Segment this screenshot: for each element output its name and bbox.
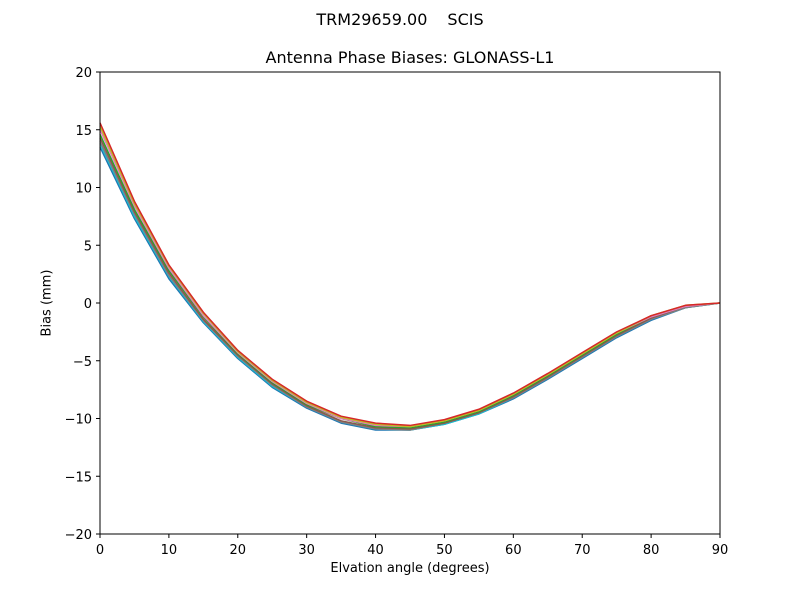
chart-title: Antenna Phase Biases: GLONASS-L1 (265, 48, 555, 67)
series-line-trace-5 (99, 134, 721, 429)
y-tick-label: −5 (73, 355, 92, 370)
series-line-trace-2 (99, 143, 721, 431)
x-tick-label: 90 (712, 543, 729, 558)
series-line-trace-6 (99, 129, 721, 428)
x-axis-label: Elvation angle (degrees) (330, 561, 490, 576)
figure-suptitle: TRM29659.00 SCIS (0, 10, 800, 29)
series-line-trace-4 (99, 137, 721, 430)
radome-name: SCIS (447, 10, 484, 29)
x-tick-label: 10 (161, 543, 178, 558)
antenna-name: TRM29659.00 (316, 10, 428, 29)
x-tick-label: 40 (367, 543, 384, 558)
x-tick-label: 50 (436, 543, 453, 558)
y-tick-label: 15 (75, 124, 92, 139)
y-tick-label: 5 (84, 239, 92, 254)
y-tick-label: 20 (75, 66, 92, 81)
y-tick-label: −20 (65, 528, 92, 543)
y-axis-ticks: −20 −15 −10 −5 0 5 10 15 20 (65, 66, 100, 543)
y-tick-label: 0 (84, 297, 92, 312)
x-tick-label: 30 (298, 543, 315, 558)
y-tick-label: −15 (65, 470, 92, 485)
series-lines (99, 122, 721, 431)
y-tick-label: 10 (75, 182, 92, 197)
series-line-trace-8 (99, 122, 721, 427)
x-tick-label: 20 (230, 543, 247, 558)
series-line-trace-7 (99, 125, 721, 428)
x-tick-label: 70 (574, 543, 591, 558)
series-line-trace-3 (99, 140, 721, 431)
x-axis-ticks: 0 10 20 30 40 50 60 70 80 90 (96, 534, 728, 558)
x-tick-label: 60 (505, 543, 522, 558)
series-line-trace-1 (99, 146, 721, 431)
x-tick-label: 0 (96, 543, 104, 558)
y-tick-label: −10 (65, 413, 92, 428)
x-tick-label: 80 (643, 543, 660, 558)
